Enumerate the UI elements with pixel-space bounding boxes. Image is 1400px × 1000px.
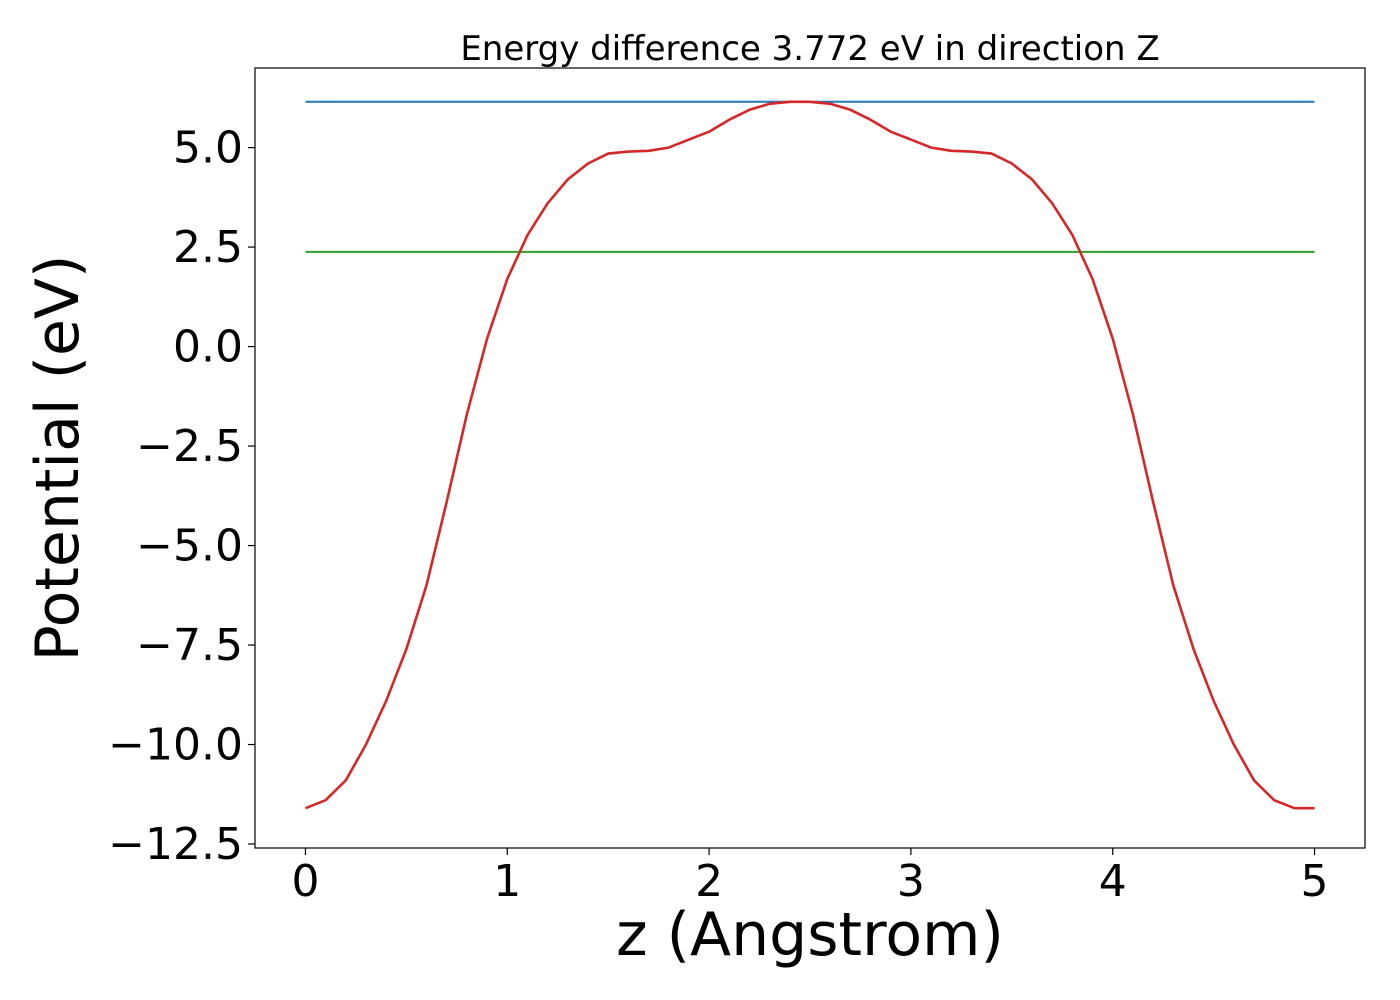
y-tick-label: −5.0 [136,521,243,572]
chart-title: Energy difference 3.772 eV in direction … [460,29,1159,69]
y-axis-label: Potential (eV) [23,255,93,662]
x-axis-ticks: 0 1 2 3 4 5 [291,848,1329,907]
x-tick-label: 5 [1301,856,1329,907]
series-line-2 [305,100,1315,810]
x-tick-label: 0 [291,856,319,907]
y-tick-label: −7.5 [136,620,243,671]
y-tick-label: −10.0 [108,720,243,771]
y-tick-label: 5.0 [173,123,243,174]
x-tick-label: 3 [897,856,925,907]
x-tick-label: 4 [1099,856,1127,907]
y-tick-label: −12.5 [108,819,243,870]
x-tick-label: 2 [695,856,723,907]
y-tick-label: −2.5 [136,421,243,472]
y-tick-label: 0.0 [173,322,243,373]
y-axis-ticks: −12.5 −10.0 −7.5 −5.0 −2.5 0.0 2.5 5.0 [108,123,255,870]
plot-frame [254,67,1366,849]
x-tick-label: 1 [493,856,521,907]
x-axis-label: z (Angstrom) [616,900,1004,970]
y-tick-label: 2.5 [173,222,243,273]
series-layer [305,100,1315,810]
